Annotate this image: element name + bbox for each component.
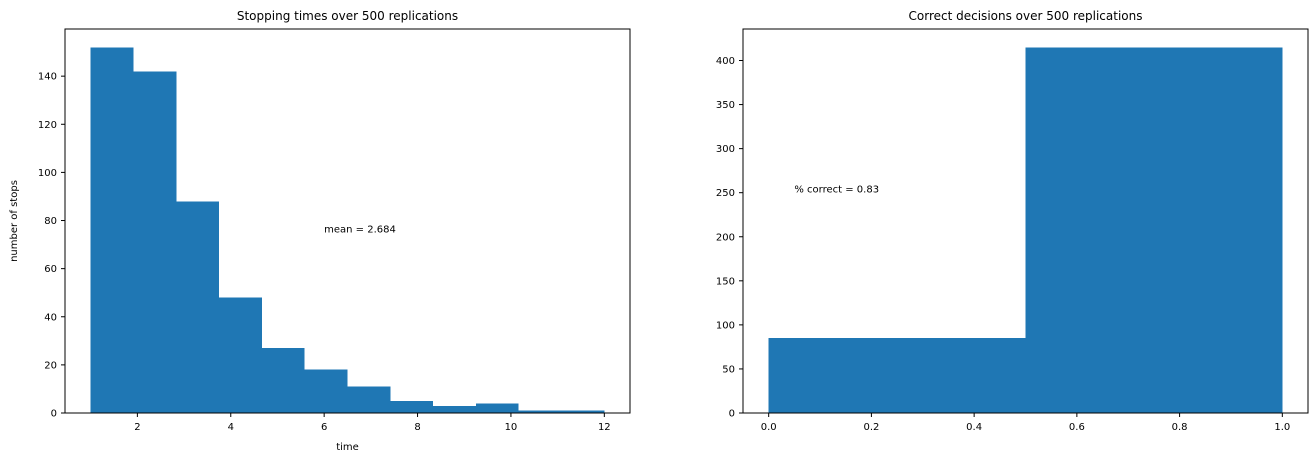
histogram-bar xyxy=(133,71,177,414)
y-tick-label: 300 xyxy=(716,144,735,155)
histogram-bar xyxy=(475,403,519,413)
x-tick-label: 0.2 xyxy=(863,422,879,433)
y-tick-label: 100 xyxy=(716,320,735,331)
y-tick-label: 200 xyxy=(716,232,735,243)
chart-2-group: 0.0 0.2 0.4 0.6 0.8 1.0 0 50 100 150 200 250 300 350 4… xyxy=(716,9,1309,433)
histogram-bar xyxy=(347,386,391,413)
histogram-bar xyxy=(390,400,434,413)
x-axis-label: time xyxy=(336,442,359,453)
histogram-bar xyxy=(261,348,305,413)
histogram-bar xyxy=(768,338,1026,413)
y-tick-label: 250 xyxy=(716,188,735,199)
x-tick-label: 1.0 xyxy=(1274,422,1290,433)
y-tick-label: 140 xyxy=(38,72,57,83)
y-tick-label: 20 xyxy=(44,360,57,371)
x-tick-label: 0.0 xyxy=(761,422,777,433)
y-axis-label: number of stops xyxy=(9,180,20,262)
x-tick-label: 10 xyxy=(505,422,518,433)
chart-title: Stopping times over 500 replications xyxy=(237,9,458,23)
annotation-text: % correct = 0.83 xyxy=(794,185,879,196)
y-tick-label: 150 xyxy=(716,276,735,287)
histogram-bar xyxy=(176,201,220,413)
y-tick-label: 0 xyxy=(51,409,57,420)
x-tick-label: 0.4 xyxy=(966,422,982,433)
y-tick-label: 80 xyxy=(44,216,57,227)
x-tick-label: 2 xyxy=(134,422,140,433)
y-tick-label: 0 xyxy=(729,409,735,420)
histogram-bar xyxy=(561,410,605,413)
histogram-bar xyxy=(219,297,262,413)
y-tick-label: 350 xyxy=(716,100,735,111)
histogram-bar xyxy=(518,410,562,413)
y-tick-label: 60 xyxy=(44,264,57,275)
axes-frame xyxy=(742,28,1309,414)
y-tick-label: 120 xyxy=(38,120,57,131)
x-tick-label: 0.6 xyxy=(1069,422,1085,433)
chart-title: Correct decisions over 500 replications xyxy=(909,9,1143,23)
y-tick-label: 100 xyxy=(38,168,57,179)
x-tick-label: 12 xyxy=(598,422,611,433)
histogram-bar xyxy=(433,405,476,413)
annotation-text: mean = 2.684 xyxy=(324,225,396,236)
histogram-bar xyxy=(1025,47,1283,414)
y-tick-label: 50 xyxy=(722,364,735,375)
y-tick-label: 40 xyxy=(44,312,57,323)
y-tick-label: 400 xyxy=(716,56,735,67)
x-tick-label: 6 xyxy=(321,422,327,433)
histogram-bar xyxy=(304,369,348,413)
x-tick-label: 8 xyxy=(414,422,420,433)
x-tick-label: 0.8 xyxy=(1172,422,1188,433)
histogram-bar xyxy=(90,47,134,414)
x-tick-label: 4 xyxy=(228,422,234,433)
